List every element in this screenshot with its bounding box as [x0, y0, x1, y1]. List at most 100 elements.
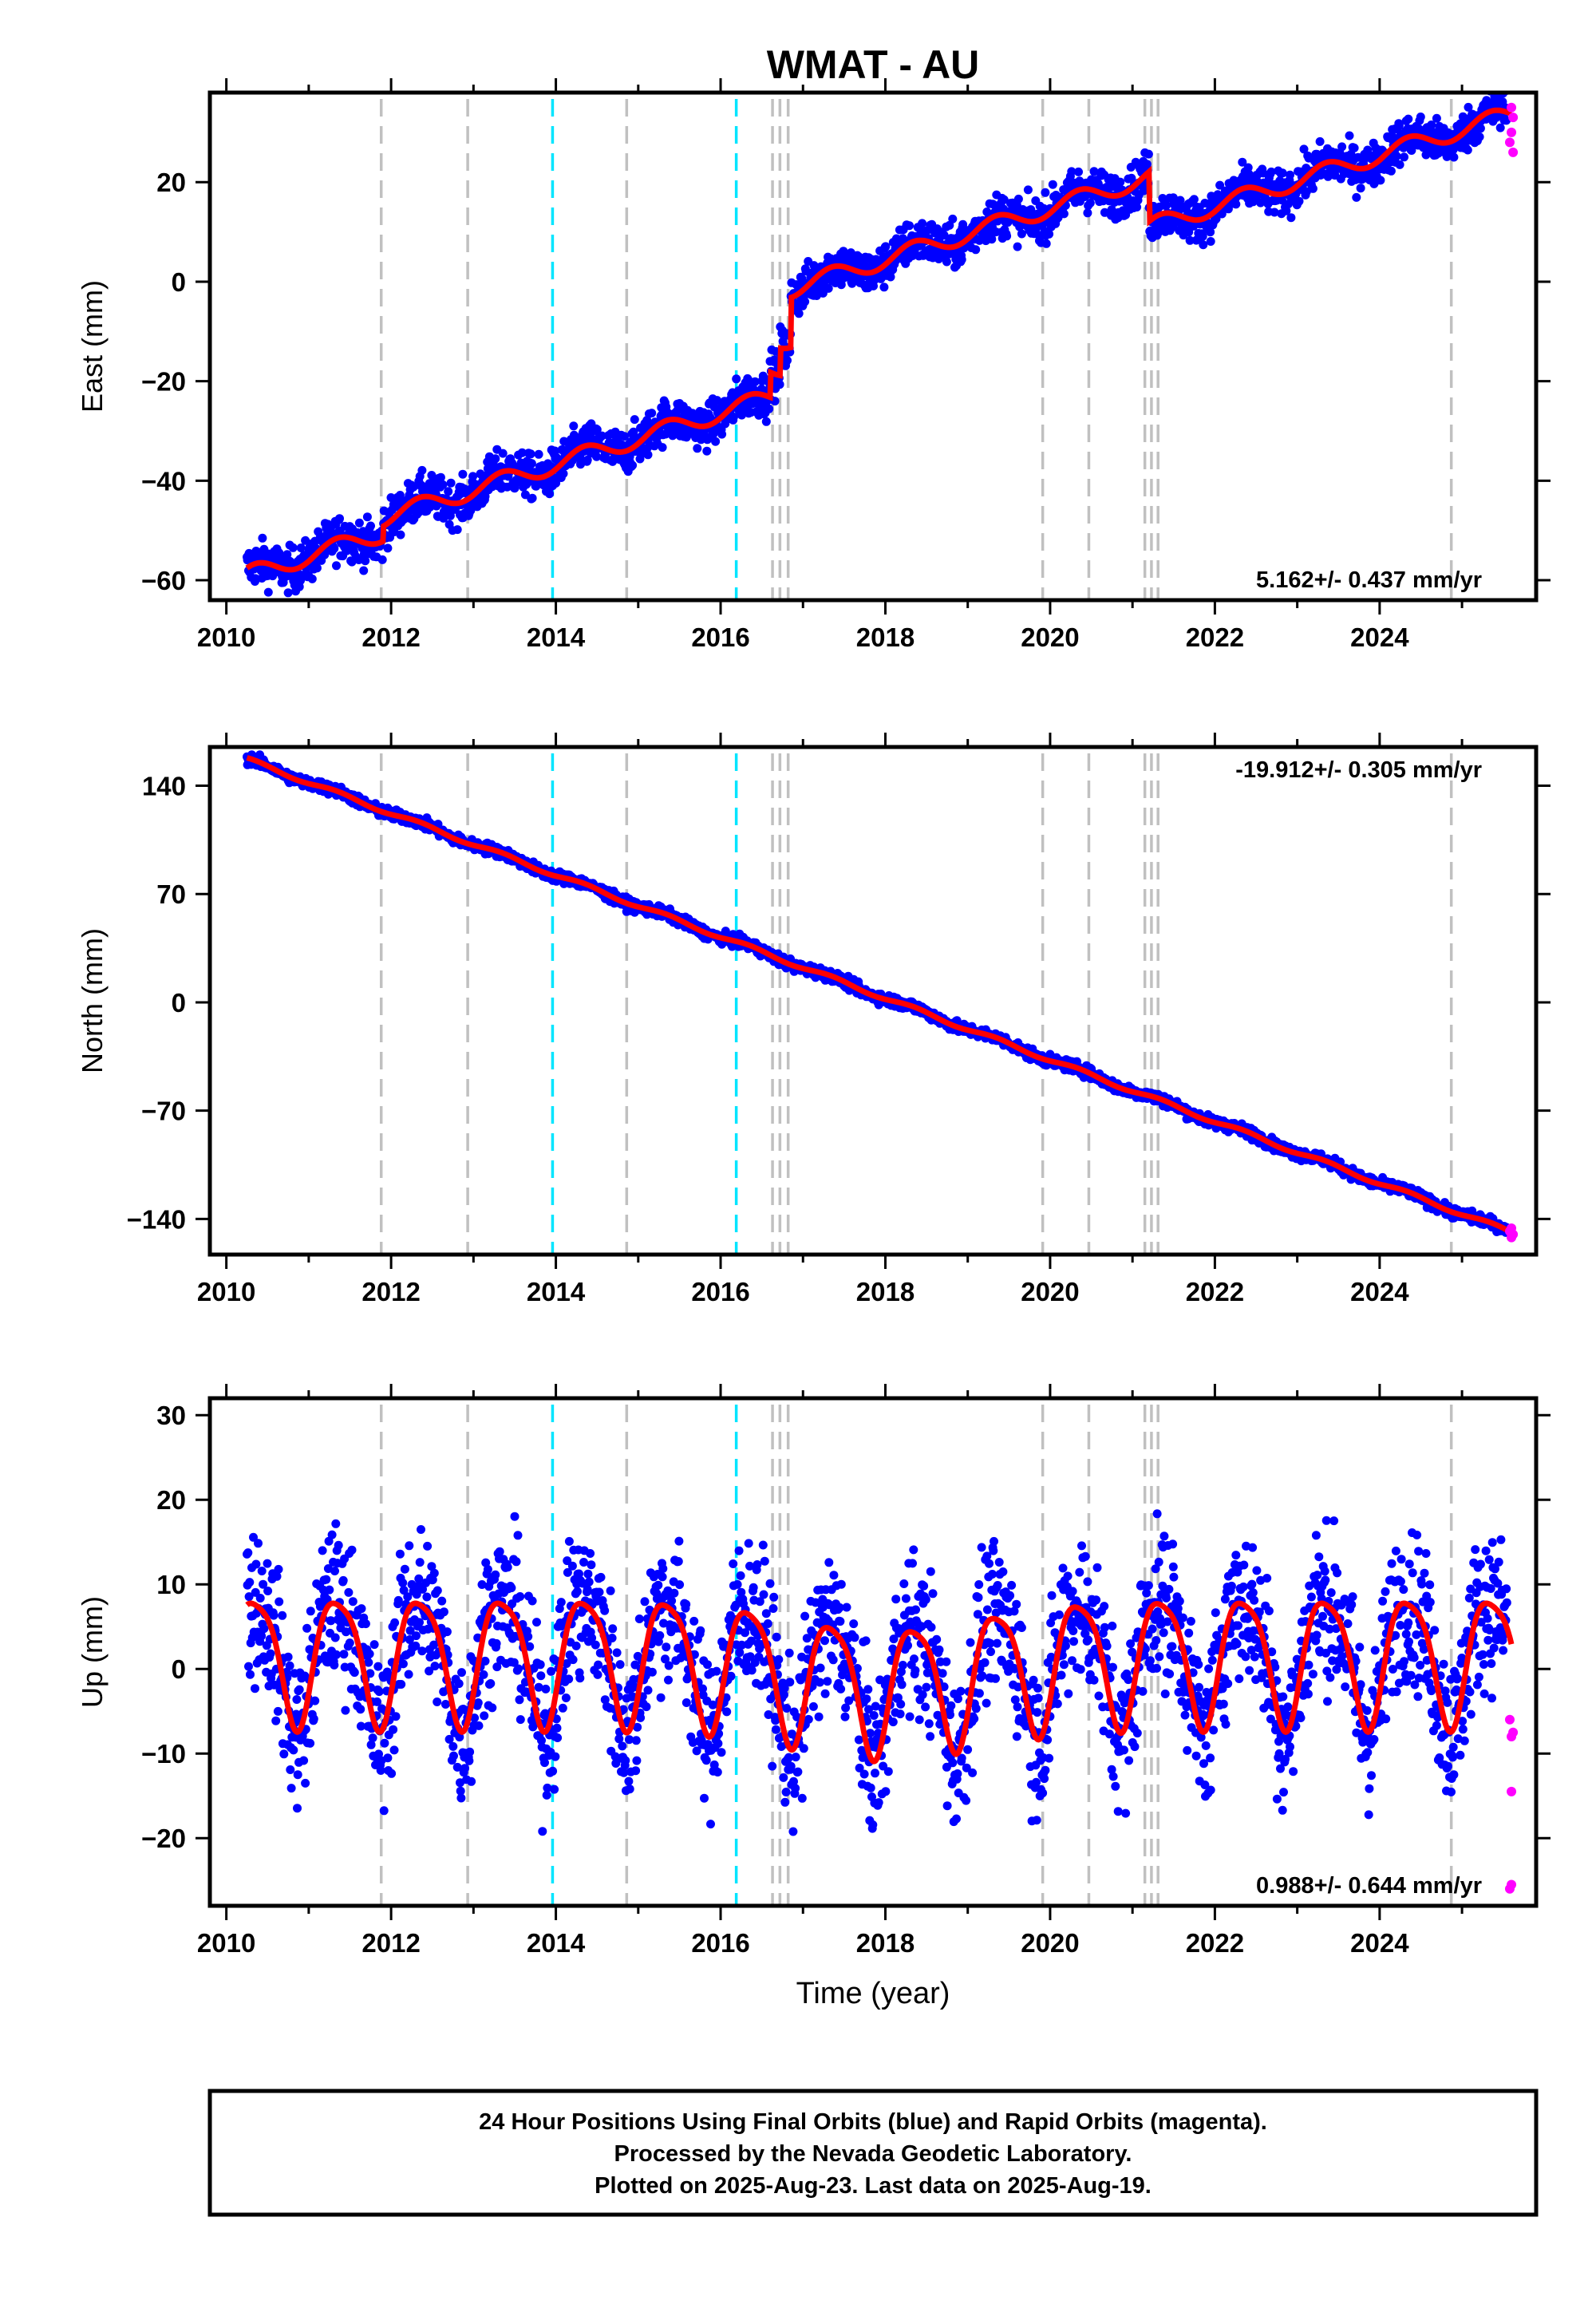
- east-point-1439: [1013, 242, 1022, 251]
- east-point-2042: [1336, 152, 1345, 161]
- up-point-66: [278, 1611, 287, 1620]
- up-point-25: [255, 1594, 265, 1603]
- east-point-2161: [1400, 152, 1408, 162]
- east-point-287: [396, 530, 405, 539]
- up-point-106: [299, 1756, 309, 1765]
- up-point-69: [279, 1749, 289, 1759]
- east-rapid-point-3: [1507, 127, 1517, 137]
- up-point-6: [246, 1670, 255, 1679]
- east-point-2254: [1449, 152, 1459, 162]
- east-point-2045: [1337, 142, 1347, 152]
- east-rapid-point-1: [1507, 102, 1517, 113]
- east-point-210: [354, 518, 364, 528]
- north-ytick-label-3: −70: [141, 1097, 186, 1126]
- east-point-1941: [1282, 206, 1291, 215]
- up-point-94: [293, 1804, 302, 1813]
- up-point-81: [286, 1765, 295, 1774]
- east-point-1459: [1023, 185, 1033, 195]
- east-point-2147: [1392, 152, 1401, 161]
- east-xtick-label-1: 2012: [361, 622, 420, 652]
- east-point-1582: [1089, 167, 1099, 176]
- east-point-1498: [1045, 229, 1054, 239]
- east-point-663: [597, 431, 606, 441]
- east-point-2212: [1427, 121, 1436, 129]
- east-point-2222: [1432, 113, 1441, 123]
- east-point-2280: [1463, 145, 1472, 155]
- north-rapid-point-3: [1507, 1223, 1517, 1234]
- east-point-1361: [971, 245, 981, 255]
- east-point-1447: [1017, 229, 1026, 239]
- east-point-418: [466, 506, 476, 516]
- east-point-859: [702, 446, 712, 456]
- east-point-636: [583, 455, 592, 464]
- east-point-532: [527, 459, 536, 468]
- east-point-1553: [1074, 167, 1083, 176]
- east-point-776: [658, 443, 667, 453]
- east-point-422: [468, 472, 478, 481]
- east-point-376: [444, 487, 453, 496]
- east-xtick-label-3: 2016: [691, 622, 749, 652]
- up-final-points: [243, 1509, 1511, 1836]
- east-point-575: [550, 446, 559, 456]
- east-point-1859: [1238, 157, 1247, 167]
- east-point-1335: [957, 255, 966, 264]
- east-y-axis-label: East (mm): [76, 280, 109, 413]
- panels: 2010 2012 2014 2016 2018 2020 2022 2024200−20−4…: [76, 78, 1551, 1958]
- east-point-924: [737, 410, 746, 420]
- east-ytick-label-1: 0: [172, 267, 186, 297]
- east-point-1464: [1026, 205, 1036, 215]
- up-point-5: [245, 1578, 255, 1587]
- east-point-253: [377, 555, 387, 564]
- east-point-1817: [1215, 180, 1225, 190]
- north-ytick-label-1: 70: [156, 879, 186, 909]
- east-point-225: [362, 512, 372, 522]
- up-point-109: [301, 1778, 310, 1788]
- east-point-1042: [800, 297, 810, 306]
- east-point-286: [395, 491, 405, 500]
- panel-east: 2010 2012 2014 2016 2018 2020 2022 2024200−20−4…: [76, 78, 1551, 652]
- up-point-28: [257, 1567, 267, 1575]
- east-point-1493: [1041, 239, 1051, 248]
- east-point-995: [775, 380, 784, 389]
- east-xtick-label-0: 2010: [197, 622, 255, 652]
- east-point-1419: [1002, 231, 1012, 241]
- east-point-705: [620, 432, 629, 441]
- north-xtick-label-0: 2010: [197, 1277, 255, 1306]
- east-point-653: [592, 452, 602, 461]
- east-point-345: [427, 471, 437, 480]
- east-point-1031: [794, 309, 804, 318]
- east-point-77: [283, 588, 293, 598]
- east-point-1759: [1184, 227, 1194, 237]
- east-point-269: [386, 493, 396, 502]
- east-point-1948: [1286, 170, 1294, 180]
- east-point-533: [527, 493, 537, 503]
- east-point-610: [569, 421, 579, 431]
- up-point-98: [294, 1685, 304, 1694]
- north-xtick-label-3: 2016: [691, 1277, 749, 1306]
- east-point-2341: [1495, 123, 1505, 132]
- east-point-167: [332, 561, 341, 571]
- east-point-86: [288, 543, 298, 552]
- up-point-87: [289, 1745, 298, 1755]
- east-point-961: [757, 384, 766, 393]
- east-point-1991: [1308, 184, 1317, 193]
- east-point-1382: [982, 207, 992, 216]
- east-point-1491: [1041, 188, 1050, 197]
- north-xtick-label-4: 2018: [856, 1277, 915, 1306]
- east-point-1170: [869, 281, 878, 290]
- north-y-axis-label: North (mm): [76, 928, 109, 1073]
- east-point-16: [251, 574, 260, 583]
- east-model-line: [245, 107, 1513, 573]
- east-point-1965: [1294, 196, 1304, 206]
- up-point-77: [283, 1652, 293, 1662]
- east-xtick-label-5: 2020: [1021, 622, 1079, 652]
- east-point-724: [630, 415, 639, 425]
- east-point-2059: [1345, 131, 1354, 140]
- east-point-1202: [886, 272, 895, 282]
- up-point-83: [286, 1784, 296, 1793]
- up-point-58: [273, 1706, 282, 1716]
- up-point-80: [285, 1661, 294, 1670]
- east-point-2080: [1356, 184, 1365, 193]
- east-point-464: [491, 454, 500, 464]
